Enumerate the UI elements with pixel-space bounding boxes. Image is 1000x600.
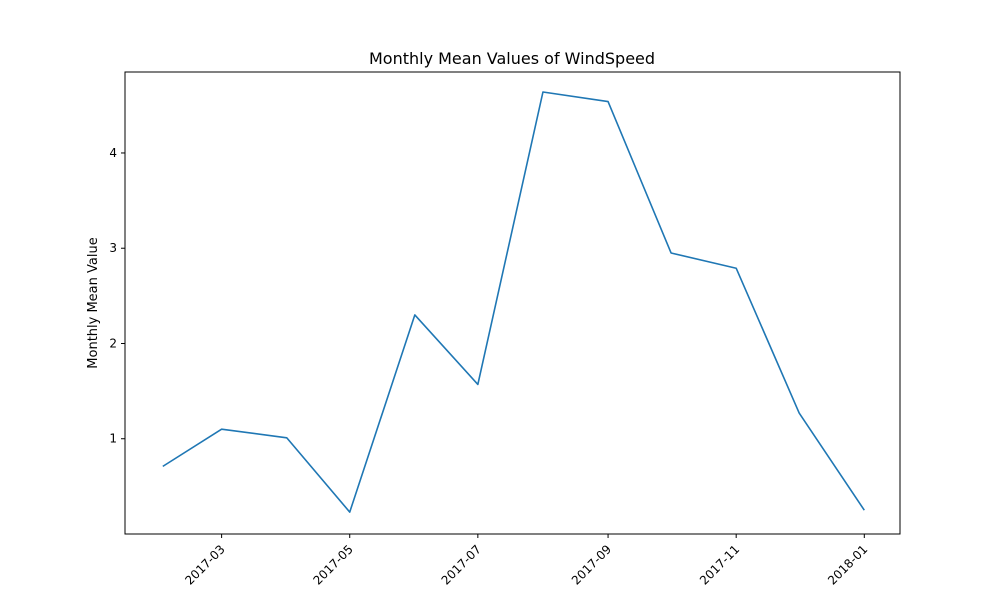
data-point [735,267,738,270]
plot-frame [124,71,901,535]
data-point [285,436,288,439]
y-tick-label: 1 [109,432,117,446]
data-point [220,428,223,431]
data-point [607,100,610,103]
x-tick-label: 2017-05 [310,542,355,587]
data-point [541,91,544,94]
x-tick-label: 2017-03 [182,542,227,587]
y-axis-label: Monthly Mean Value [86,237,101,368]
y-tick-label: 4 [109,146,117,160]
data-point [798,412,801,415]
data-point [348,511,351,514]
x-tick-label: 2018-01 [825,542,870,587]
data-point [476,383,479,386]
chart-title: Monthly Mean Values of WindSpeed [369,49,655,68]
x-tick-label: 2017-11 [697,542,742,587]
y-tick-label: 3 [109,241,117,255]
series-line [162,91,865,513]
data-point [670,251,673,254]
plot-area: 1 2 3 4 2017-03 2017-05 2017-07 2017-09 2017-11 2… [109,71,901,588]
data-point [413,313,416,316]
data-point [863,509,866,512]
x-tick-label: 2017-09 [569,542,614,587]
x-tick-label: 2017-07 [439,542,484,587]
data-point [161,465,164,468]
y-tick-label: 2 [109,336,117,350]
